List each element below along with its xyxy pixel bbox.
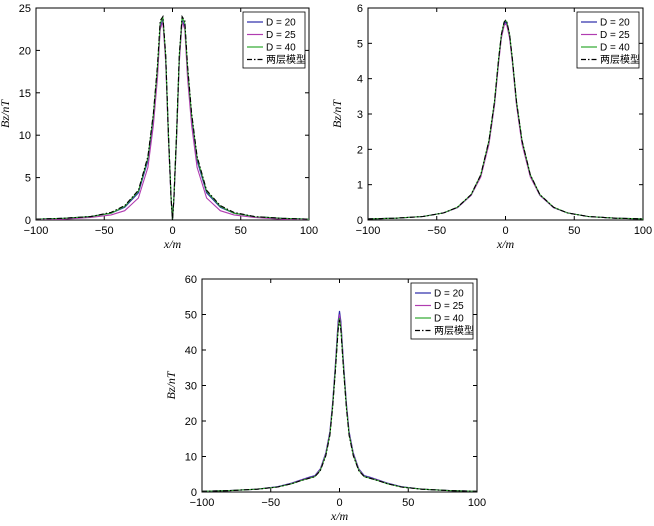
y-axis-label: Bz/nT: [0, 99, 12, 128]
y-tick-label: 3: [357, 109, 363, 121]
chart-2: −100 −50 0 50 100 0 1 2 3 4 5 6 x/m Bz/nT D = 20D = 25…: [330, 3, 652, 251]
series-line-3: [36, 17, 309, 220]
legend-box: [410, 282, 474, 340]
legend-label: D = 40: [600, 43, 630, 54]
y-tick-label: 30: [185, 381, 197, 393]
legend-label: D = 25: [434, 301, 464, 312]
y-tick-label: 2: [357, 144, 363, 156]
y-tick-label: 0: [191, 487, 197, 499]
legend-label: D = 25: [266, 30, 296, 41]
x-tick-label: 0: [502, 225, 508, 237]
series-line-1: [36, 19, 309, 220]
y-tick-label: 50: [185, 310, 197, 322]
series-line-2: [202, 314, 477, 492]
legend-label: D = 20: [266, 18, 296, 29]
y-tick-label: 1: [357, 180, 363, 192]
x-tick-label: 0: [169, 225, 175, 237]
y-tick-label: 5: [25, 173, 31, 185]
y-tick-label: 60: [185, 274, 197, 286]
legend-label: 两层模型: [266, 53, 306, 66]
legend-label: 两层模型: [600, 53, 640, 66]
y-tick-label: 20: [185, 416, 197, 428]
x-tick-label: 100: [300, 225, 318, 237]
legend-label: D = 20: [600, 18, 630, 29]
legend-label: D = 25: [600, 30, 630, 41]
series-line-4: [368, 19, 643, 220]
x-tick-label: 100: [468, 497, 486, 509]
y-tick-label: 10: [19, 130, 31, 142]
legend-label: 两层模型: [434, 324, 474, 337]
x-tick-label: −100: [356, 225, 381, 237]
series-line-3: [202, 318, 477, 492]
series-line-2: [36, 21, 309, 220]
x-tick-label: 0: [336, 497, 342, 509]
legend-label: D = 40: [266, 43, 296, 54]
legend-box: [576, 11, 640, 69]
x-tick-label: −100: [24, 225, 49, 237]
series-line-4: [202, 319, 477, 492]
y-tick-label: 10: [185, 452, 197, 464]
chart-3: −100 −50 0 50 100 0 10 20 30 40 50 60 x/m Bz/nT D = 20…: [164, 274, 486, 523]
y-axis-label: Bz/nT: [330, 99, 344, 128]
series-line-4: [36, 14, 309, 220]
y-tick-label: 0: [357, 215, 363, 227]
legend-label: D = 40: [434, 314, 464, 325]
y-tick-label: 25: [19, 3, 31, 15]
y-tick-label: 40: [185, 345, 197, 357]
y-tick-label: 4: [357, 74, 363, 86]
y-axis-label: Bz/nT: [164, 370, 178, 399]
x-tick-label: −50: [427, 225, 446, 237]
x-tick-label: 50: [235, 225, 247, 237]
y-tick-label: 0: [25, 215, 31, 227]
x-tick-label: −50: [261, 497, 280, 509]
legend-box: [242, 11, 306, 69]
x-tick-label: 100: [634, 225, 652, 237]
legend-label: D = 20: [434, 289, 464, 300]
x-tick-label: 50: [568, 225, 580, 237]
y-tick-label: 6: [357, 3, 363, 15]
y-tick-label: 15: [19, 88, 31, 100]
x-axis-label: x/m: [163, 237, 182, 251]
y-tick-label: 5: [357, 38, 363, 50]
y-tick-label: 20: [19, 45, 31, 57]
x-tick-label: −50: [95, 225, 114, 237]
x-axis-label: x/m: [496, 237, 515, 251]
x-tick-label: 50: [402, 497, 414, 509]
x-axis-label: x/m: [330, 509, 349, 523]
x-tick-label: −100: [190, 497, 215, 509]
